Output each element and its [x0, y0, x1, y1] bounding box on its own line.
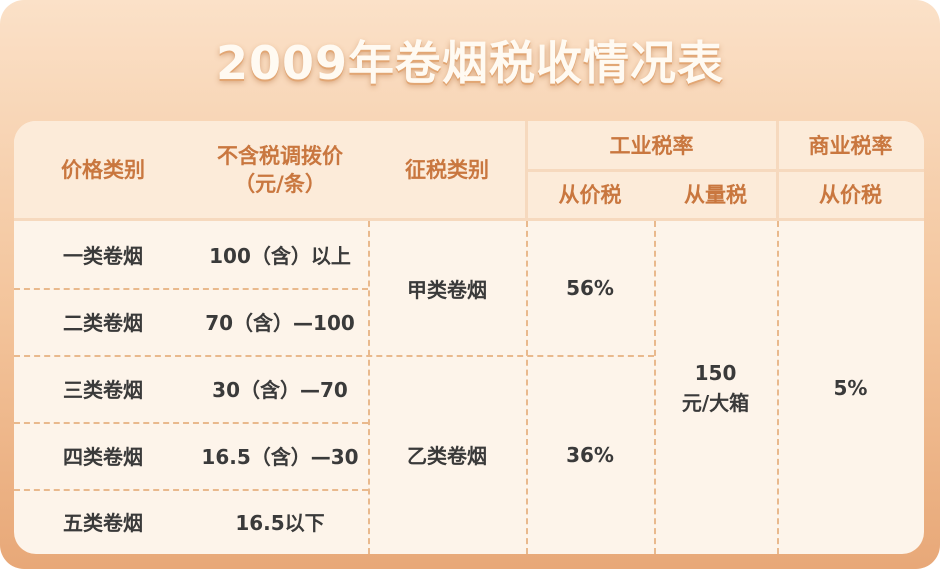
tax-table: 价格类别 不含税调拨价 （元/条） 征税类别 工业税率 商业税率 从价税 从量税… — [14, 121, 924, 554]
header-commercial-rate: 商业税率 — [808, 133, 893, 158]
header-divider — [14, 218, 924, 221]
row-1-category: 一类卷烟 — [63, 244, 143, 268]
group-a-ad-valorem-rate: 56% — [566, 276, 614, 300]
row-2-category: 二类卷烟 — [63, 311, 143, 335]
specific-tax-amount: 150 — [694, 360, 737, 385]
body-hline-2 — [14, 355, 654, 357]
header-industrial-specific: 从量税 — [684, 182, 747, 207]
row-4-category: 四类卷烟 — [63, 445, 143, 469]
header-separator-2 — [776, 121, 779, 219]
header-price: 不含税调拨价 （元/条） — [192, 121, 368, 219]
body-vline-4 — [777, 221, 779, 554]
body-hline-1 — [14, 288, 368, 290]
header-tax-class: 征税类别 — [405, 157, 489, 182]
commercial-rate-value: 5% — [833, 375, 868, 400]
header-price-line1: 不含税调拨价 — [217, 143, 343, 168]
specific-tax-rate: 150 元/大箱 — [654, 221, 777, 554]
body-hline-4 — [14, 489, 368, 491]
row-4-price: 16.5（含）—30 — [201, 445, 359, 469]
row-1-price: 100（含）以上 — [209, 244, 351, 268]
group-b-tax-class: 乙类卷烟 — [407, 444, 487, 468]
header-commercial-ad-valorem: 从价税 — [819, 182, 882, 207]
row-5-price: 16.5以下 — [235, 511, 325, 535]
header-price-category: 价格类别 — [61, 157, 145, 182]
body-vline-1 — [368, 221, 370, 554]
row-5-category: 五类卷烟 — [63, 511, 143, 535]
header-industrial-ad-valorem: 从价税 — [558, 182, 622, 207]
group-b-ad-valorem-rate: 36% — [566, 442, 614, 467]
header-industrial-rate: 工业税率 — [609, 133, 694, 158]
specific-tax-unit: 元/大箱 — [681, 390, 750, 415]
row-3-price: 30（含）—70 — [212, 378, 348, 402]
row-3-category: 三类卷烟 — [63, 378, 143, 402]
row-2-price: 70（含）—100 — [205, 311, 355, 335]
header-separator-1 — [525, 121, 528, 219]
page-title: 2009年卷烟税收情况表 — [215, 36, 725, 90]
body-vline-3 — [654, 221, 656, 554]
header-subdivider — [526, 169, 924, 172]
group-a-tax-class: 甲类卷烟 — [407, 277, 487, 302]
body-hline-3 — [14, 422, 368, 424]
header-price-line2: （元/条） — [234, 172, 326, 196]
body-vline-2 — [526, 221, 528, 554]
